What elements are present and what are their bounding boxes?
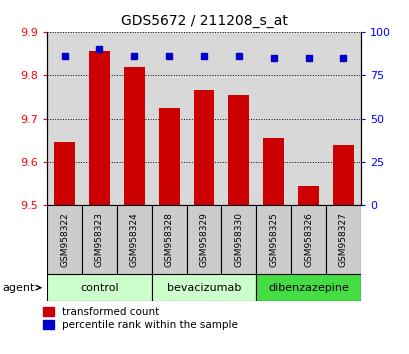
Text: GSM958322: GSM958322 <box>60 212 69 267</box>
Text: agent: agent <box>2 282 40 293</box>
Text: GSM958323: GSM958323 <box>95 212 103 267</box>
Text: GSM958330: GSM958330 <box>234 212 243 267</box>
FancyBboxPatch shape <box>256 274 360 301</box>
Bar <box>228 95 249 205</box>
FancyBboxPatch shape <box>47 205 82 274</box>
Text: GSM958328: GSM958328 <box>164 212 173 267</box>
Legend: transformed count, percentile rank within the sample: transformed count, percentile rank withi… <box>39 303 241 334</box>
Bar <box>89 51 110 205</box>
FancyBboxPatch shape <box>47 274 151 301</box>
Bar <box>54 142 75 205</box>
Bar <box>193 90 214 205</box>
FancyBboxPatch shape <box>256 205 290 274</box>
FancyBboxPatch shape <box>82 205 117 274</box>
FancyBboxPatch shape <box>325 205 360 274</box>
Text: control: control <box>80 282 119 293</box>
Bar <box>297 186 318 205</box>
Bar <box>124 67 144 205</box>
Text: GSM958329: GSM958329 <box>199 212 208 267</box>
FancyBboxPatch shape <box>290 205 325 274</box>
Bar <box>263 138 283 205</box>
Bar <box>158 108 179 205</box>
FancyBboxPatch shape <box>186 205 221 274</box>
Bar <box>332 144 353 205</box>
Text: GSM958326: GSM958326 <box>303 212 312 267</box>
Text: bevacizumab: bevacizumab <box>166 282 240 293</box>
FancyBboxPatch shape <box>151 274 256 301</box>
Text: dibenzazepine: dibenzazepine <box>267 282 348 293</box>
FancyBboxPatch shape <box>117 205 151 274</box>
Text: GSM958324: GSM958324 <box>130 212 138 267</box>
Text: GSM958327: GSM958327 <box>338 212 347 267</box>
Title: GDS5672 / 211208_s_at: GDS5672 / 211208_s_at <box>120 14 287 28</box>
FancyBboxPatch shape <box>151 205 186 274</box>
FancyBboxPatch shape <box>221 205 256 274</box>
Text: GSM958325: GSM958325 <box>269 212 277 267</box>
